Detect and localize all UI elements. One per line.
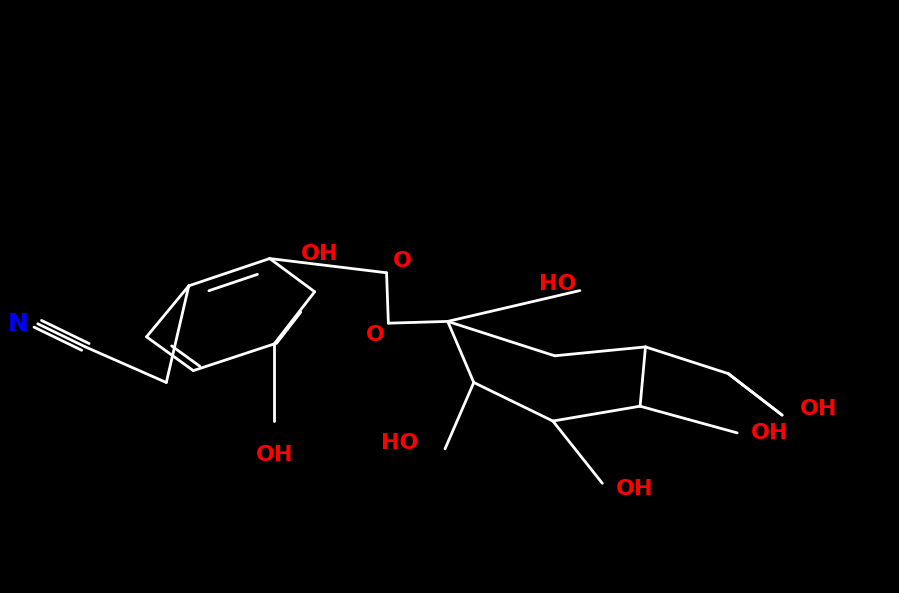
Text: OH: OH — [616, 479, 654, 499]
Text: OH: OH — [255, 445, 293, 465]
Text: OH: OH — [751, 423, 788, 443]
Text: O: O — [393, 251, 413, 271]
Text: HO: HO — [539, 273, 576, 294]
Text: HO: HO — [380, 433, 418, 453]
Text: O: O — [365, 325, 385, 345]
Text: OH: OH — [800, 399, 838, 419]
Text: OH: OH — [300, 244, 338, 264]
Text: N: N — [8, 312, 29, 336]
